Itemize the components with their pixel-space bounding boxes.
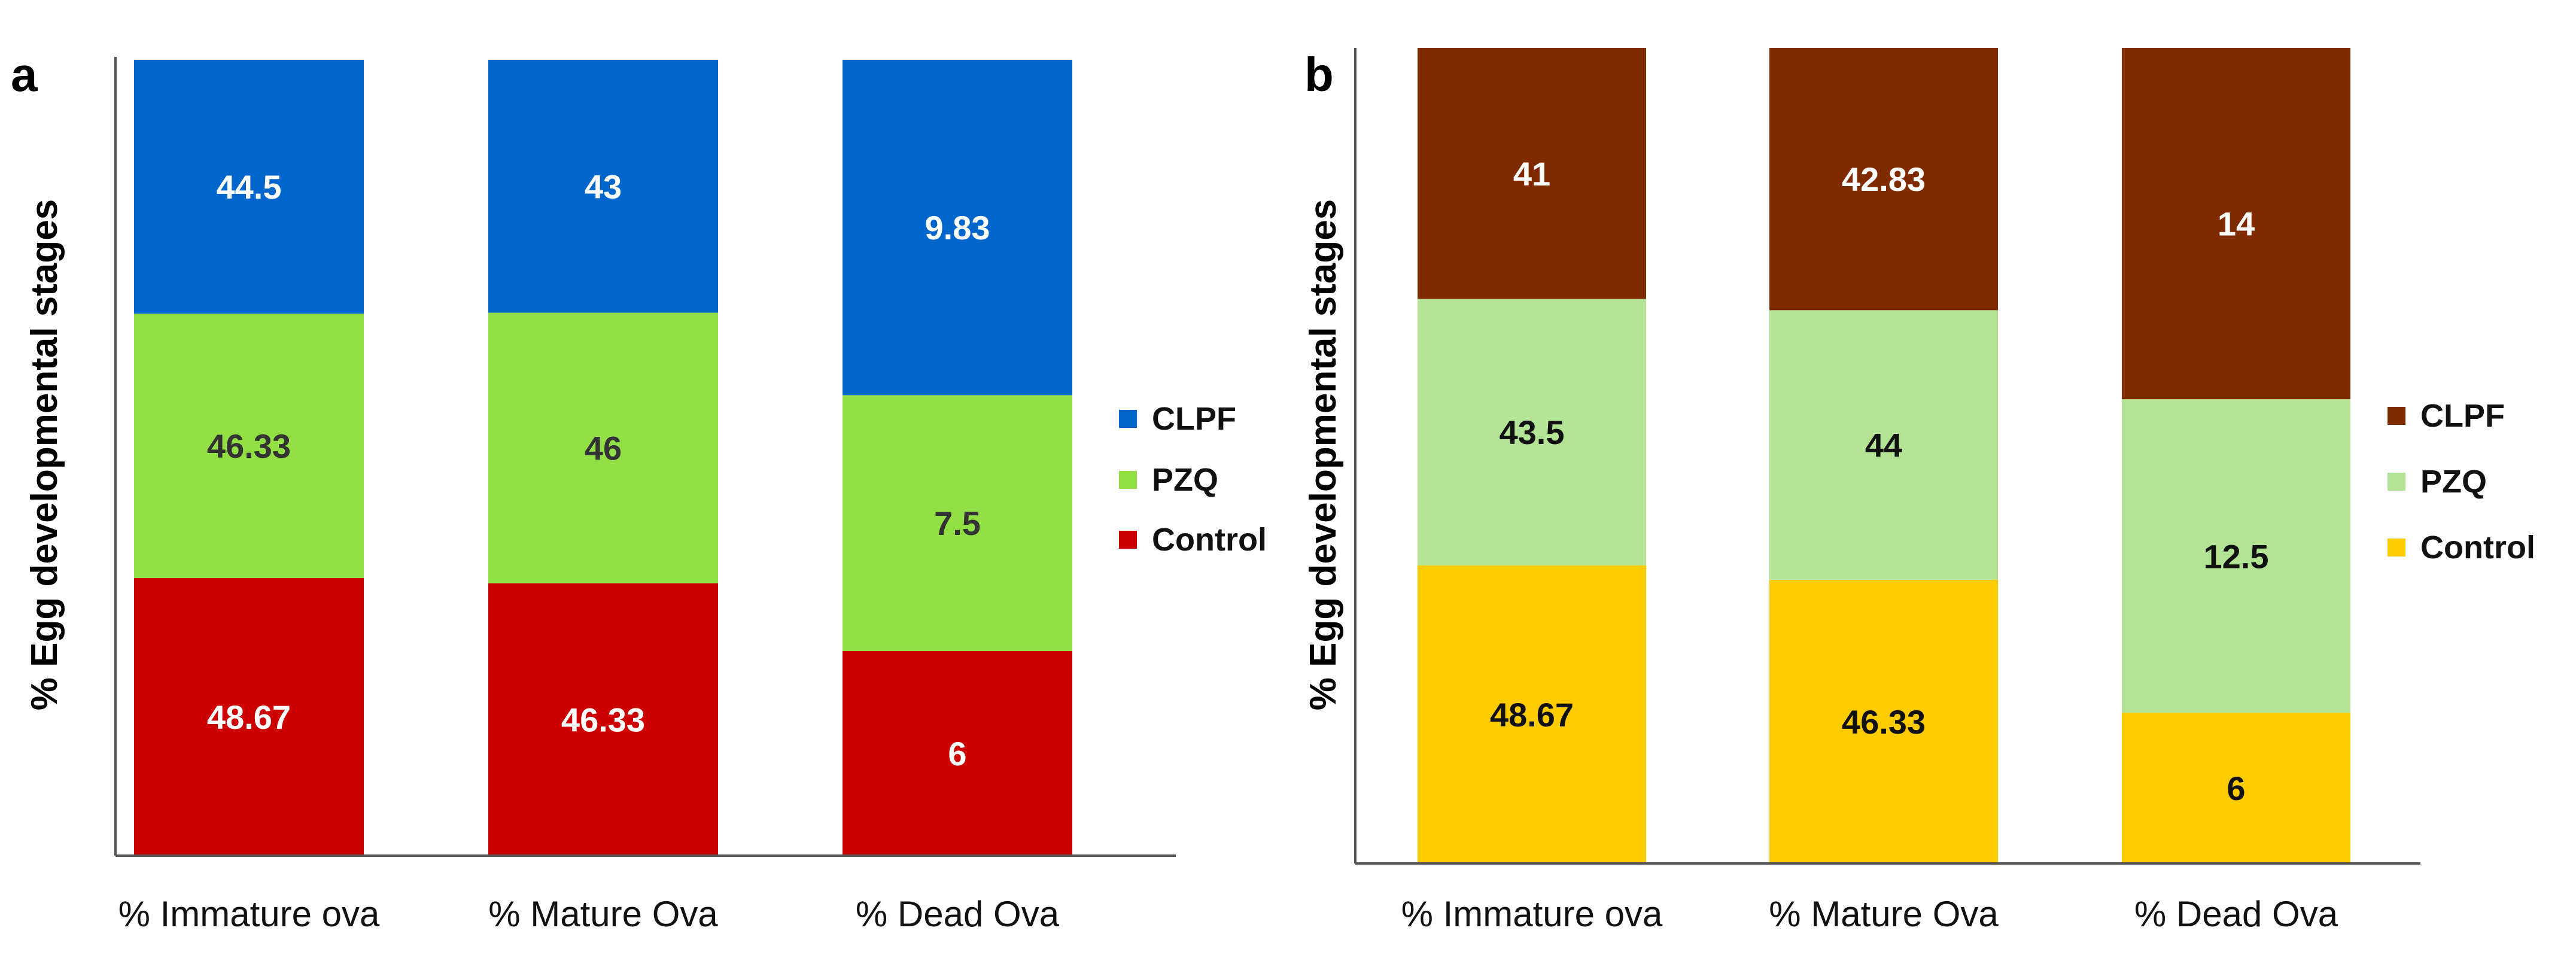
data-label-control-1: 48.67 — [207, 698, 291, 736]
data-label-clpf-3: 14 — [2218, 205, 2255, 243]
legend-swatch-control — [1119, 531, 1137, 549]
data-label-clpf-1: 44.5 — [217, 168, 282, 206]
bar-segment-control-1 — [1418, 565, 1646, 863]
bar-segment-control-3 — [2122, 713, 2350, 863]
data-label-pzq-1: 46.33 — [207, 427, 291, 465]
bar-segment-clpf-1 — [134, 60, 364, 314]
bar-segment-control-1 — [134, 577, 364, 856]
y-axis-label: % Egg developmental stages — [1303, 199, 1344, 710]
data-label-clpf-2: 43 — [585, 168, 622, 205]
data-label-control-3: 6 — [948, 735, 966, 773]
legend-label-pzq: PZQ — [1152, 462, 1218, 498]
y-axis-label: % Egg developmental stages — [24, 199, 65, 710]
data-label-clpf-1: 41 — [1513, 155, 1550, 193]
data-label-control-2: 46.33 — [561, 701, 645, 738]
bar-segment-control-3 — [843, 650, 1072, 856]
data-label-pzq-2: 44 — [1865, 427, 1902, 464]
bar-segment-pzq-1 — [134, 314, 364, 578]
data-label-pzq-1: 43.5 — [1500, 413, 1565, 451]
bar-segment-clpf-3 — [2122, 48, 2350, 400]
legend-label-control: Control — [2420, 530, 2535, 565]
x-tick-label: % Mature Ova — [1769, 894, 1999, 934]
data-label-pzq-3: 12.5 — [2204, 537, 2269, 575]
bar-segment-control-2 — [488, 583, 718, 856]
data-label-control-1: 48.67 — [1490, 696, 1574, 734]
bar-segment-pzq-2 — [488, 312, 718, 583]
legend-swatch-clpf — [1119, 410, 1137, 428]
data-label-control-3: 6 — [2227, 770, 2245, 807]
data-label-pzq-3: 7.5 — [934, 504, 981, 542]
bar-segment-clpf-2 — [488, 60, 718, 313]
x-tick-label: % Immature ova — [1401, 894, 1663, 934]
data-label-pzq-2: 46 — [585, 430, 622, 467]
bar-segment-control-2 — [1769, 579, 1998, 863]
bar-segment-pzq-1 — [1418, 299, 1646, 565]
legend-label-clpf: CLPF — [2420, 398, 2505, 434]
panel-label: b — [1304, 48, 1334, 101]
legend-label-control: Control — [1152, 522, 1267, 558]
bar-segment-pzq-3 — [843, 395, 1072, 651]
data-label-clpf-2: 42.83 — [1842, 160, 1926, 198]
panel-label: a — [11, 48, 38, 101]
x-tick-label: % Dead Ova — [2134, 894, 2338, 934]
x-tick-label: % Mature Ova — [488, 894, 718, 934]
chart-panel-b: b % Egg developmental stages 48.67 43.5 41 % … — [1303, 48, 2535, 934]
legend-swatch-clpf — [2388, 407, 2405, 425]
data-label-clpf-3: 9.83 — [925, 209, 990, 247]
bar-segment-clpf-2 — [1769, 48, 1998, 311]
bar-segment-pzq-3 — [2122, 399, 2350, 713]
legend-label-pzq: PZQ — [2420, 464, 2487, 500]
legend-swatch-pzq — [2388, 473, 2405, 491]
legend: CLPF PZQ Control — [2388, 398, 2535, 565]
x-tick-label: % Dead Ova — [856, 894, 1060, 934]
legend: CLPF PZQ Control — [1119, 401, 1267, 558]
legend-swatch-pzq — [1119, 471, 1137, 489]
bar-segment-clpf-1 — [1418, 48, 1646, 299]
legend-swatch-control — [2388, 539, 2405, 556]
bar-segment-pzq-2 — [1769, 310, 1998, 580]
data-label-control-2: 46.33 — [1842, 703, 1926, 741]
x-tick-label: % Immature ova — [118, 894, 380, 934]
legend-label-clpf: CLPF — [1152, 401, 1236, 437]
chart-panel-a: a % Egg developmental stages 48.67 46.33 44.… — [11, 48, 1267, 934]
bar-segment-clpf-3 — [843, 60, 1072, 396]
